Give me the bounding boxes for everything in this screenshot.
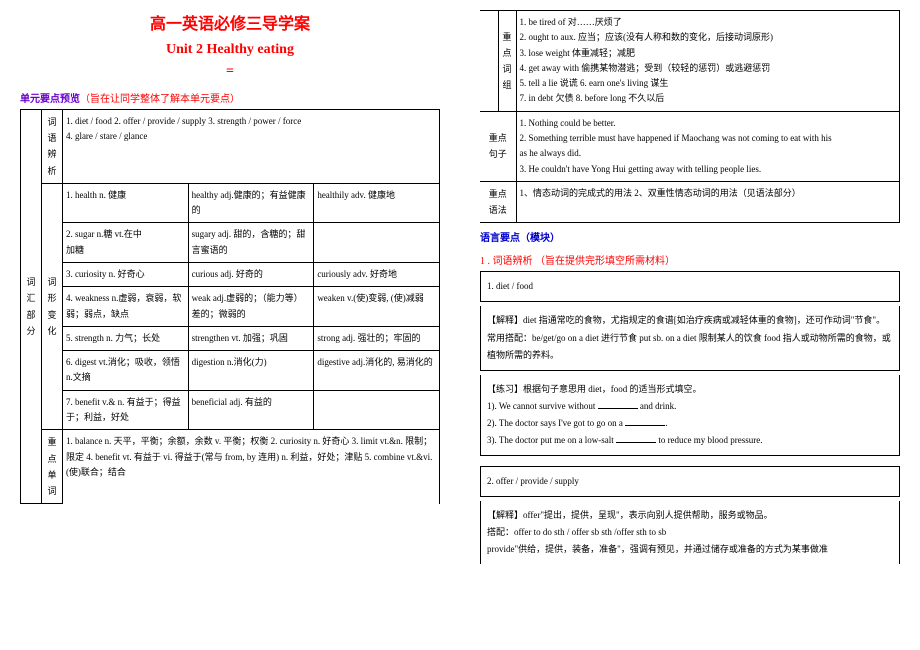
spacer-col — [480, 11, 498, 112]
left-page: 高一英语必修三导学案 Unit 2 Healthy eating = 单元要点预… — [0, 0, 460, 650]
row-label-phrases: 重点词组 — [498, 11, 516, 112]
phrases-content: 1. be tired of 对……厌烦了 2. ought to aux. 应… — [516, 11, 900, 112]
box1-body: 【解释】diet 指通常吃的食物，尤指规定的食谱[如治疗疾病或减轻体重的食物]，… — [487, 312, 893, 363]
blank — [616, 433, 656, 443]
practice-line-1: 1). We cannot survive without and drink. — [487, 398, 893, 415]
morph-cell: healthily adv. 健康地 — [314, 183, 440, 223]
morph-cell: 6. digest vt.消化；吸收，领悟 n.文摘 — [62, 351, 188, 391]
p2b: . — [665, 418, 667, 428]
sub1-note: （旨在提供完形填空所需材料） — [535, 256, 675, 267]
morph-cell: beneficial adj. 有益的 — [188, 390, 314, 430]
p3b: to reduce my blood pressure. — [656, 435, 762, 445]
blank — [598, 399, 638, 409]
grammar-content: 1、情态动词的完成式的用法 2、双重性情态动词的用法（见语法部分） — [516, 181, 900, 222]
preview-title: 单元要点预览 — [20, 94, 80, 105]
right-page: 重点词组 1. be tired of 对……厌烦了 2. ought to a… — [460, 0, 920, 650]
equals-mark: = — [20, 64, 440, 80]
preview-heading: 单元要点预览（旨在让同学整体了解本单元要点） — [20, 90, 440, 105]
morph-cell: strong adj. 强壮的；牢固的 — [314, 326, 440, 350]
syn-content: 1. diet / food 2. offer / provide / supp… — [62, 110, 439, 184]
sentences-content: 1. Nothing could be better. 2. Something… — [516, 111, 900, 181]
preview-note: （旨在让同学整体了解本单元要点） — [80, 94, 240, 105]
morph-cell: 5. strength n. 力气；长处 — [62, 326, 188, 350]
morph-cell — [314, 223, 440, 263]
morph-cell: curiously adv. 好奇地 — [314, 262, 440, 286]
box2-head: 2. offer / provide / supply — [487, 473, 893, 490]
practice-box-1c: 【练习】根据句子意思用 diet，food 的适当形式填空。 1). We ca… — [480, 375, 900, 456]
practice-box-1b: 【解释】diet 指通常吃的食物，尤指规定的食谱[如治疗疾病或减轻体重的食物]，… — [480, 306, 900, 370]
lang-section-title: 语言要点（模块） — [480, 229, 900, 244]
p1b: and drink. — [638, 401, 677, 411]
row-label-sentences: 重点句子 — [480, 111, 516, 181]
morph-cell: weak adj.虚弱的；（能力等）差的；微弱的 — [188, 287, 314, 327]
syn-sub-title: 1 . 词语辨析 （旨在提供完形填空所需材料） — [480, 252, 900, 267]
morph-cell: sugary adj. 甜的，含糖的；甜言蜜语的 — [188, 223, 314, 263]
p3a: 3). The doctor put me on a low-salt — [487, 435, 616, 445]
row-label-morph: 词形变化 — [41, 183, 62, 430]
practice-box-2: 2. offer / provide / supply — [480, 466, 900, 497]
practice-box-2b: 【解释】offer"提出，提供，呈现"，表示向别人提供帮助，服务或物品。 搭配：… — [480, 501, 900, 564]
morph-cell: weaken v.(使)变弱, (使)减弱 — [314, 287, 440, 327]
box1-practice-label: 【练习】根据句子意思用 diet，food 的适当形式填空。 — [487, 381, 893, 398]
col-label-vocab: 词汇部分 — [21, 110, 42, 504]
preview-table: 词汇部分 词语辨析 1. diet / food 2. offer / prov… — [20, 109, 440, 504]
unit-title: Unit 2 Healthy eating — [20, 42, 440, 58]
p2a: 2). The doctor says I've got to go on a — [487, 418, 625, 428]
morph-cell: strengthen vt. 加强；巩固 — [188, 326, 314, 350]
phrases-table: 重点词组 1. be tired of 对……厌烦了 2. ought to a… — [480, 10, 900, 223]
box1-head: 1. diet / food — [487, 278, 893, 295]
row-label-syn: 词语辨析 — [41, 110, 62, 184]
sub1-label: 1 . 词语辨析 — [480, 256, 533, 267]
row-label-grammar: 重点语法 — [480, 181, 516, 222]
morph-cell: 3. curiosity n. 好奇心 — [62, 262, 188, 286]
blank — [625, 416, 665, 426]
practice-box-1: 1. diet / food — [480, 271, 900, 302]
practice-line-2: 2). The doctor says I've got to go on a … — [487, 415, 893, 432]
morph-cell: healthy adj.健康的；有益健康的 — [188, 183, 314, 223]
row-label-keywords: 重点单词 — [41, 430, 62, 504]
morph-cell: curious adj. 好奇的 — [188, 262, 314, 286]
morph-cell: digestive adj.消化的, 易消化的 — [314, 351, 440, 391]
morph-cell: 4. weakness n.虚弱，衰弱，软弱；弱点，缺点 — [62, 287, 188, 327]
practice-line-3: 3). The doctor put me on a low-salt to r… — [487, 432, 893, 449]
morph-cell: 2. sugar n.糖 vt.在中 加糖 — [62, 223, 188, 263]
p1a: 1). We cannot survive without — [487, 401, 598, 411]
morph-cell: 1. health n. 健康 — [62, 183, 188, 223]
morph-cell — [314, 390, 440, 430]
keywords-content: 1. balance n. 天平，平衡；余额，余数 v. 平衡；权衡 2. cu… — [62, 430, 439, 504]
main-title: 高一英语必修三导学案 — [20, 10, 440, 34]
morph-cell: 7. benefit v.& n. 有益于；得益于；利益，好处 — [62, 390, 188, 430]
morph-cell: digestion n.消化(力) — [188, 351, 314, 391]
